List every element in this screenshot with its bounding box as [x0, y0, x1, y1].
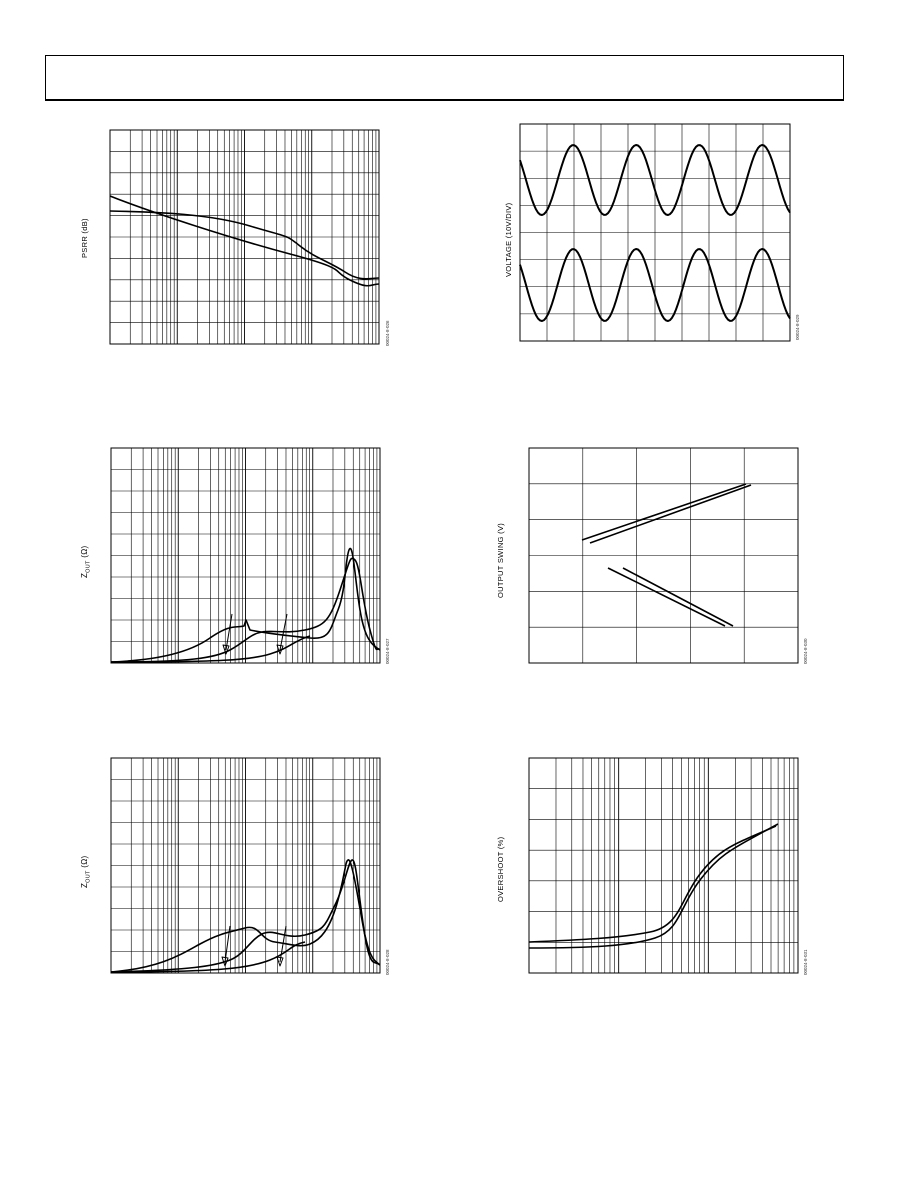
zout1-curve-2 — [110, 557, 381, 663]
voltage-figure-id: 00024-8-029 — [795, 314, 800, 340]
swing-upper-curve-2 — [589, 484, 752, 544]
zout2-curve-1 — [110, 859, 381, 973]
psrr-figure-id: 00024-8-026 — [385, 320, 390, 346]
zout2-ylabel: ZOUT (Ω) — [80, 855, 92, 888]
zout2-arrow-1 — [224, 925, 231, 963]
zout2-plot-frame — [110, 757, 381, 974]
psrr-ylabel: PSRR (dB) — [80, 218, 89, 258]
voltage-trace-lower — [519, 248, 791, 322]
zout1-ylabel: ZOUT (Ω) — [80, 545, 92, 578]
zout1-arrow-1 — [225, 613, 233, 651]
zout2-arrowhead-1 — [221, 956, 229, 967]
zout1-arrowhead-2 — [276, 644, 284, 655]
swing-ylabel: OUTPUT SWING (V) — [496, 522, 505, 598]
psrr-curve-2 — [109, 210, 380, 280]
page-header-box — [45, 55, 844, 101]
zout2-curve-2 — [110, 859, 381, 973]
zout1-curve-1 — [110, 547, 381, 663]
zout1-arrowhead-1 — [222, 644, 230, 655]
swing-upper-curve-1 — [581, 483, 747, 541]
overshoot-figure-id: 00024-8-031 — [803, 949, 808, 975]
overshoot-curve-2 — [528, 823, 779, 949]
zout2-curve-3 — [110, 941, 306, 973]
swing-lower-curve-2 — [622, 567, 734, 627]
swing-figure-id: 00024-8-030 — [803, 638, 808, 664]
zout2-arrowhead-2 — [276, 956, 284, 967]
zout2-figure-id: 00024-8-028 — [385, 949, 390, 975]
overshoot-curve-1 — [528, 825, 777, 943]
zout2-arrow-2 — [279, 925, 287, 963]
zout1-figure-id: 00024-8-027 — [385, 638, 390, 664]
voltage-plot-frame — [519, 123, 791, 342]
overshoot-ylabel: OVERSHOOT (%) — [496, 836, 505, 902]
swing-plot-frame — [528, 447, 799, 664]
overshoot-plot-frame — [528, 757, 799, 974]
voltage-ylabel: VOLTAGE (10V/DIV) — [504, 202, 513, 277]
zout1-curve-3 — [110, 635, 311, 663]
psrr-plot-frame — [109, 129, 380, 345]
voltage-trace-upper — [519, 144, 791, 216]
psrr-curve-1 — [109, 195, 380, 287]
swing-lower-curve-1 — [607, 567, 726, 627]
zout1-plot-frame — [110, 447, 381, 664]
zout1-arrow-2 — [279, 613, 288, 651]
